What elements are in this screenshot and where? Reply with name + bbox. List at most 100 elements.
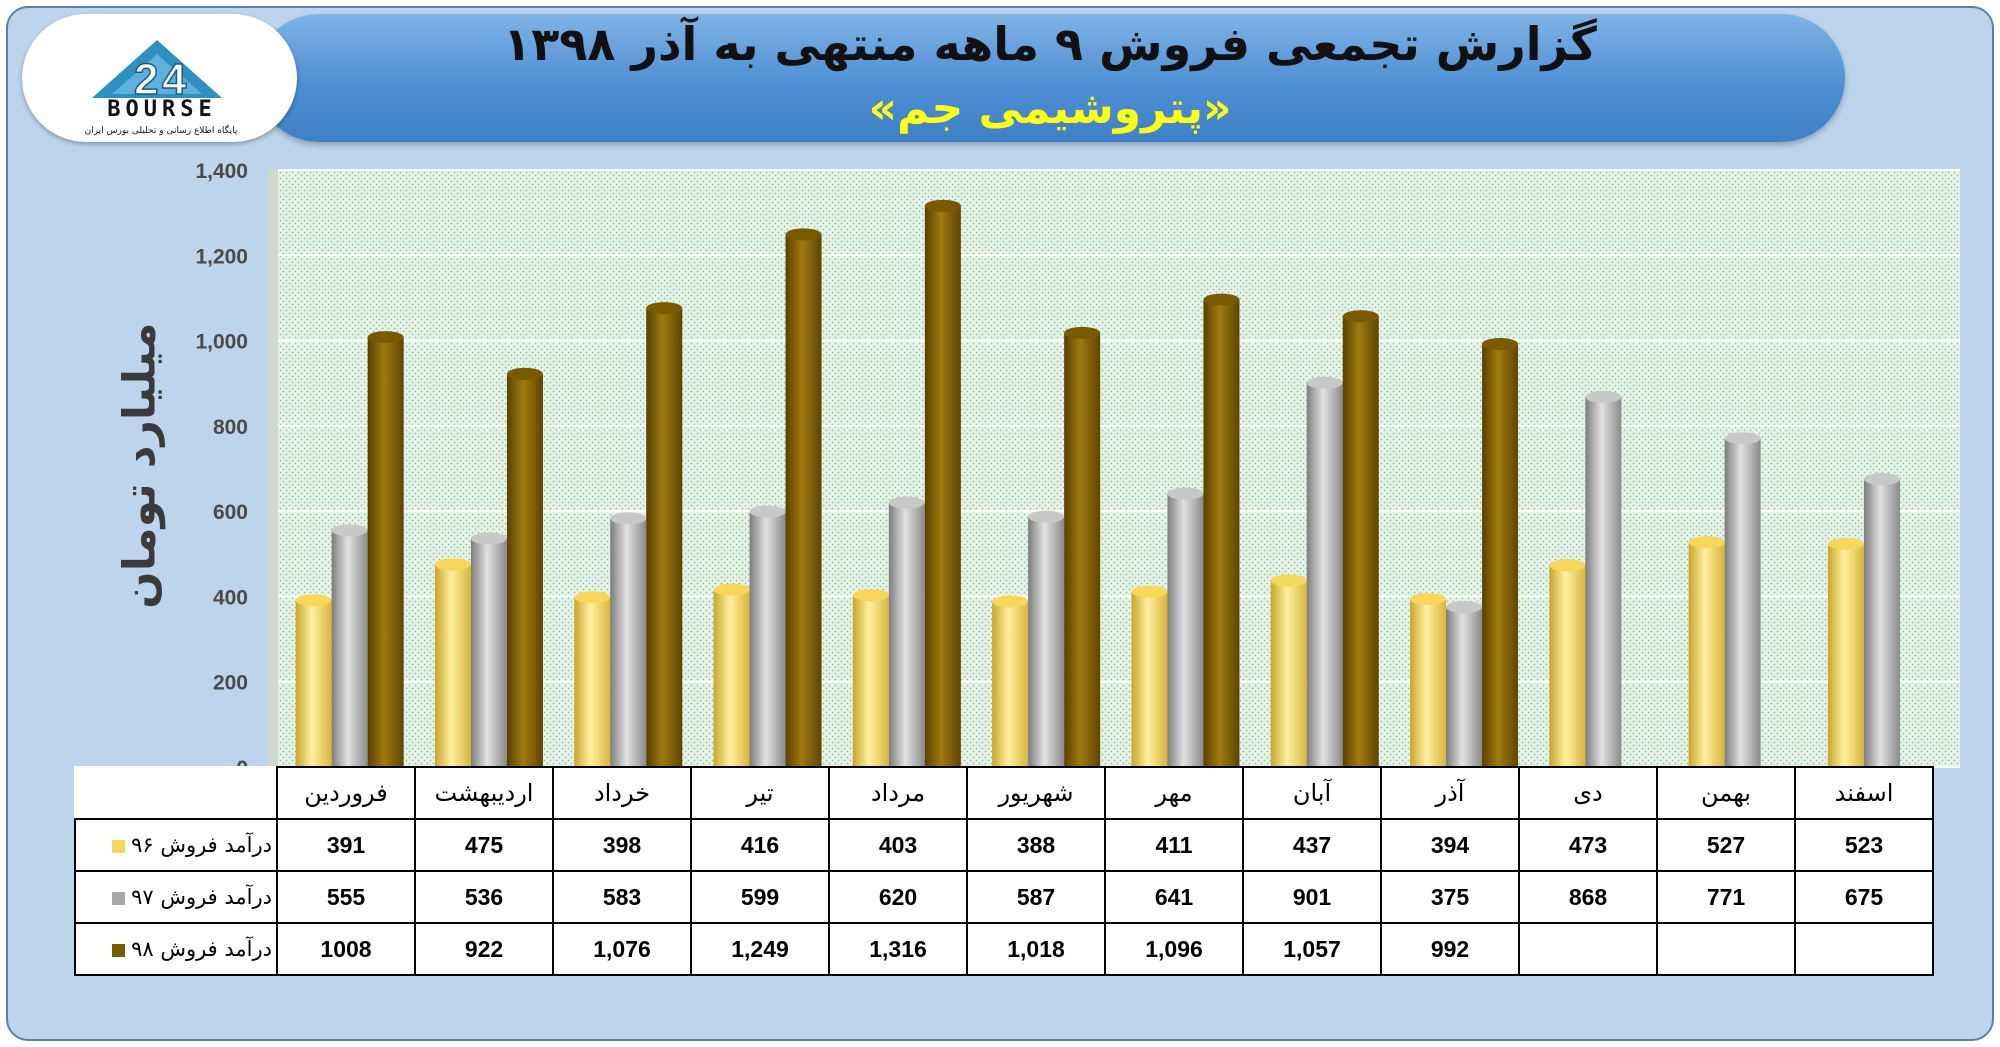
table-value: 527: [1656, 818, 1796, 872]
bar-97: [1167, 493, 1204, 767]
bar-cap: [1270, 574, 1307, 587]
bar-97: [1028, 516, 1065, 767]
table-month-header: تیر: [690, 766, 830, 820]
svg-text:2: 2: [134, 55, 158, 104]
bar-cap: [470, 532, 507, 545]
bar-cap: [1342, 310, 1379, 323]
series-name: درآمد فروش ۹۸: [131, 937, 272, 961]
table-value: [1518, 922, 1658, 976]
table-month-header: مرداد: [828, 766, 968, 820]
bar-97: [331, 530, 368, 767]
bar-cap: [434, 558, 471, 571]
bar-98: [785, 234, 822, 767]
bar-96: [852, 595, 889, 767]
table-month-header: اسفند: [1794, 766, 1934, 820]
series-label: درآمد فروش ۹۸: [74, 922, 278, 976]
logo-wordmark: BOURSE: [107, 97, 217, 122]
y-tick-label: 800: [213, 416, 248, 439]
bar-cap: [924, 199, 961, 212]
bar-96: [992, 601, 1029, 767]
bar-98: [924, 205, 961, 767]
table-value: 473: [1518, 818, 1658, 872]
bar-cap: [1410, 592, 1447, 605]
table-value: 1,096: [1104, 922, 1244, 976]
table-value: 599: [690, 870, 830, 924]
bar-cap: [713, 583, 750, 596]
bar-98: [506, 373, 543, 767]
table-value: 416: [690, 818, 830, 872]
bar-98: [1203, 299, 1240, 767]
table-value: 523: [1794, 818, 1934, 872]
data-table: فروردین اردیبهشت خرداد تیر مرداد شهریور مهر آبا…: [74, 766, 1934, 976]
bar-96: [713, 589, 750, 767]
bar-97: [1863, 479, 1900, 767]
bar-96: [1688, 542, 1725, 767]
table-month-header: خرداد: [552, 766, 692, 820]
bar-cap: [1482, 337, 1519, 350]
y-tick-label: 1,200: [195, 245, 248, 268]
table-value: 868: [1518, 870, 1658, 924]
bar-96: [1131, 591, 1168, 767]
table-value: 475: [414, 818, 554, 872]
table-value: 587: [966, 870, 1106, 924]
plot-background: [268, 170, 1960, 767]
bar-96: [1410, 598, 1447, 767]
bar-97: [1585, 396, 1622, 767]
bar-cap: [574, 591, 611, 604]
table-value: 398: [552, 818, 692, 872]
bar-96: [1549, 565, 1586, 767]
bar-cap: [1167, 487, 1204, 500]
series-name: درآمد فروش ۹۷: [131, 885, 272, 909]
bar-cap: [1064, 326, 1101, 339]
table-row: درآمد فروش ۹۷ 555 536 583 599 620 587 641 901 375…: [74, 870, 1934, 924]
bar-97: [470, 538, 507, 767]
table-value: 1,249: [690, 922, 830, 976]
bar-cap: [785, 228, 822, 241]
bar-cap: [1306, 376, 1343, 389]
bar-97: [1724, 438, 1761, 767]
logo: 2 4 BOURSE پایگاه اطلاع رسانی و تحلیلی ب…: [22, 14, 297, 142]
table-value: 375: [1380, 870, 1520, 924]
table-corner: [75, 767, 278, 820]
bar-cap: [610, 512, 647, 525]
bar-96: [574, 597, 611, 767]
bar-cap: [1724, 432, 1761, 445]
table-value: 675: [1794, 870, 1934, 924]
bar-cap: [992, 595, 1029, 608]
legend-swatch-icon: [112, 891, 126, 905]
legend-swatch-icon: [112, 943, 126, 957]
bar-cap: [888, 496, 925, 509]
logo-tagline: پایگاه اطلاع رسانی و تحلیلی بورس ایران: [84, 126, 238, 136]
bar-98: [1064, 332, 1101, 767]
bar-96: [1827, 543, 1864, 767]
bar-97: [1446, 607, 1483, 767]
bar-97: [888, 502, 925, 767]
bar-98: [367, 337, 404, 767]
bar-cap: [1827, 537, 1864, 550]
table-month-header: بهمن: [1656, 766, 1796, 820]
bar-cap: [295, 594, 332, 607]
bar-cap: [1203, 293, 1240, 306]
table-value: 583: [552, 870, 692, 924]
series-label: درآمد فروش ۹۶: [74, 818, 278, 872]
bar-97: [1306, 382, 1343, 767]
table-month-header: آبان: [1242, 766, 1382, 820]
bar-96: [1270, 580, 1307, 767]
table-value: [1794, 922, 1934, 976]
bar-cap: [646, 302, 683, 315]
bar-cap: [852, 589, 889, 602]
table-value: 1,076: [552, 922, 692, 976]
table-row: درآمد فروش ۹۶ 391 475 398 416 403 388 411 437 394…: [74, 818, 1934, 872]
bar-98: [646, 308, 683, 767]
bar-cap: [506, 367, 543, 380]
bar-cap: [1585, 390, 1622, 403]
chart-subtitle: «پتروشیمی جم»: [868, 83, 1232, 134]
title-banner: [255, 14, 1845, 142]
table-month-header: دی: [1518, 766, 1658, 820]
table-value: 391: [276, 818, 416, 872]
plot-side-wall: [268, 170, 278, 767]
y-tick-label: 400: [213, 586, 248, 609]
bar-96: [295, 600, 332, 767]
bar-cap: [749, 505, 786, 518]
